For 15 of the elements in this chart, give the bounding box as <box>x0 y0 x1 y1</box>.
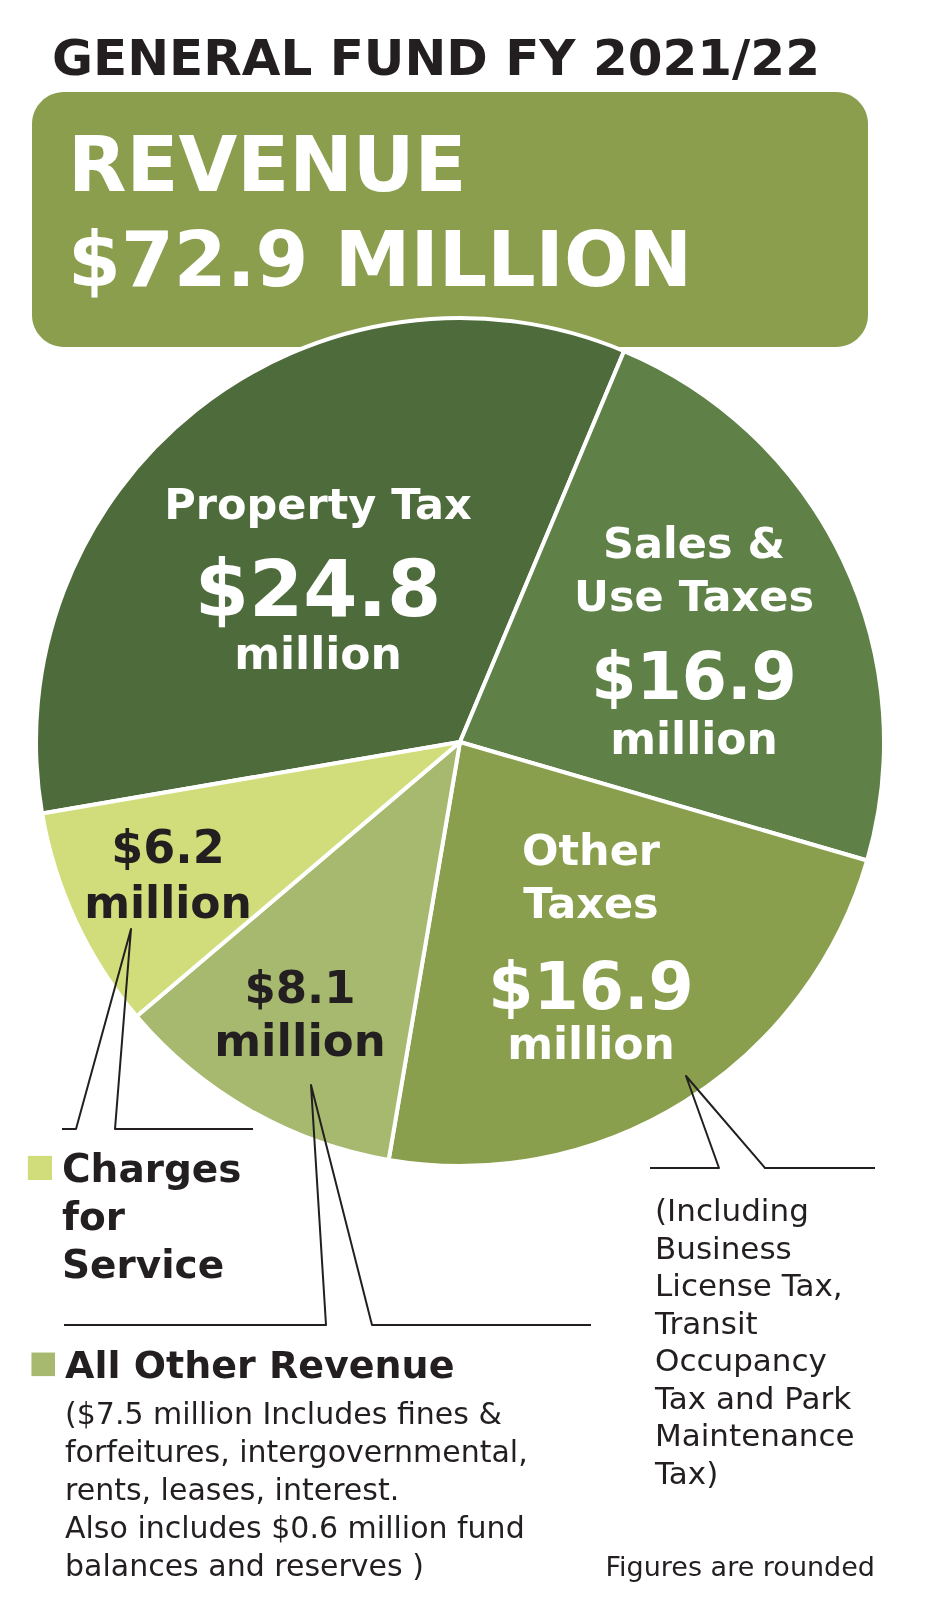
text: Figures are rounded <box>605 1551 875 1582</box>
data-label: $16.9 million <box>488 949 694 1069</box>
legend-label: All Other Revenue <box>65 1343 455 1387</box>
slice-label: Sales & Use Taxes <box>574 518 814 621</box>
slice-label: Property Tax <box>164 479 473 529</box>
text: (Including Business License Tax, Transit Occupancy Tax and Park Maintenance Tax) <box>654 1192 855 1491</box>
data-label: $24.8 million <box>194 544 442 679</box>
data-label: $6.2 million <box>84 820 252 928</box>
text: ($7.5 million Includes fines & forfeitures, intergovernmental, rents, leases, interest. Also includes $0.6 million fund balances and reserves ) <box>65 1396 528 1583</box>
chart-subtitle: REVENUE $72.9 MILLION <box>68 120 693 304</box>
data-label: $8.1 million <box>214 961 386 1067</box>
slice-label: Other Taxes <box>521 825 661 928</box>
data-label: $16.9 million <box>591 639 797 764</box>
legend-label: Charges for Service <box>62 1146 242 1287</box>
chart-title: GENERAL FUND FY 2021/22 <box>52 29 820 87</box>
